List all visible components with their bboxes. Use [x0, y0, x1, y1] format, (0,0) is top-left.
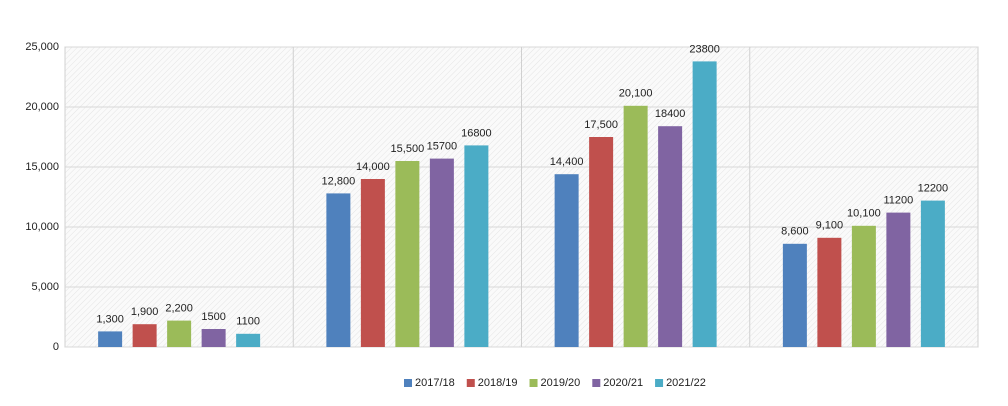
bar	[132, 324, 157, 347]
data-label: 12200	[918, 183, 949, 195]
bar	[167, 320, 192, 347]
data-label: 10,100	[847, 208, 881, 220]
data-label: 18400	[655, 108, 686, 120]
bar	[692, 61, 717, 348]
legend-swatch	[592, 379, 601, 387]
data-label: 1,900	[131, 306, 159, 318]
bar	[98, 331, 123, 347]
bar	[236, 333, 261, 347]
data-label: 12,800	[322, 175, 356, 187]
data-label: 1500	[201, 311, 225, 323]
bar	[623, 105, 648, 347]
legend-label: 2019/20	[541, 377, 581, 389]
data-label: 1100	[236, 316, 260, 328]
data-label: 11200	[883, 195, 913, 207]
legend-swatch	[529, 379, 538, 387]
legend-swatch	[655, 379, 664, 387]
bar	[326, 193, 351, 347]
data-label: 8,600	[781, 226, 809, 238]
bar	[395, 161, 420, 347]
data-label: 15700	[427, 141, 458, 153]
y-tick-label: 10,000	[25, 221, 59, 233]
bar	[360, 179, 385, 347]
bar	[554, 174, 579, 347]
bar	[782, 243, 807, 347]
bar	[658, 126, 683, 347]
data-label: 15,500	[391, 143, 425, 155]
bar	[920, 200, 945, 347]
data-label: 23800	[689, 43, 720, 55]
bar	[589, 137, 614, 347]
bar	[851, 225, 876, 347]
data-label: 16800	[461, 127, 492, 139]
y-tick-label: 15,000	[25, 161, 59, 173]
data-label: 9,100	[816, 220, 844, 232]
data-label: 2,200	[165, 303, 193, 315]
data-label: 1,300	[96, 313, 124, 325]
y-tick-label: 20,000	[25, 101, 59, 113]
y-tick-label: 5,000	[31, 281, 59, 293]
bar	[886, 212, 911, 347]
data-label: 17,500	[584, 119, 618, 131]
data-label: 14,400	[550, 156, 584, 168]
data-label: 14,000	[356, 161, 390, 173]
legend-label: 2021/22	[666, 377, 706, 389]
legend-swatch	[404, 379, 412, 387]
data-label: 20,100	[619, 88, 653, 100]
legend-swatch	[466, 379, 475, 387]
legend-label: 2017/18	[415, 377, 455, 389]
bar	[429, 158, 454, 347]
legend-label: 2020/21	[603, 377, 643, 389]
legend-label: 2018/19	[478, 377, 518, 389]
bar	[817, 237, 842, 347]
y-tick-label: 0	[53, 341, 59, 353]
bar	[201, 329, 226, 347]
bar	[464, 145, 489, 347]
y-tick-label: 25,000	[25, 41, 59, 53]
